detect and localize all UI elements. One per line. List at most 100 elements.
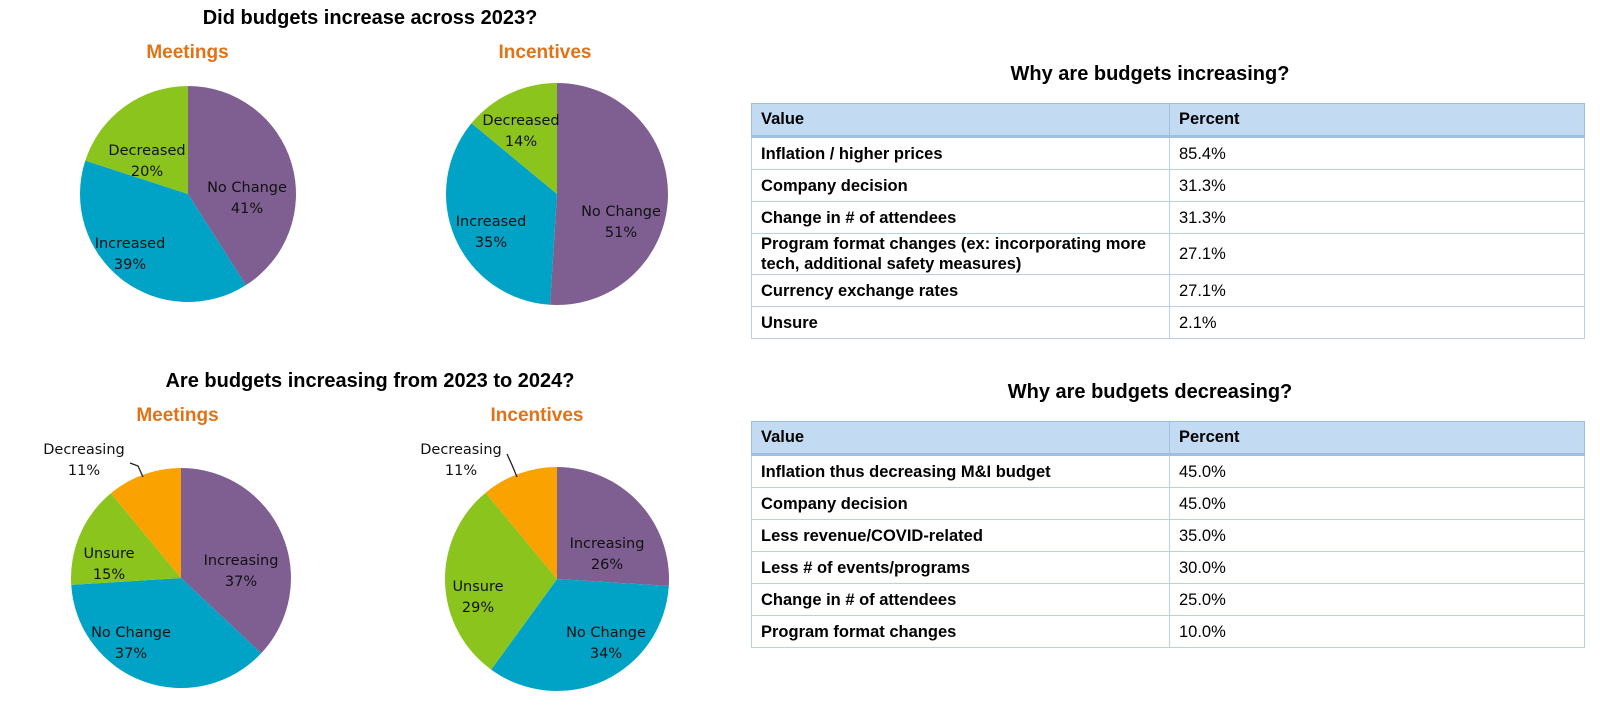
- table-row: Inflation / higher prices 85.4%: [751, 136, 1585, 170]
- pie-slice-no-change: [188, 86, 296, 286]
- table-row: Inflation thus decreasing M&I budget 45.…: [751, 454, 1585, 488]
- slice-label: Increasing: [204, 553, 279, 569]
- slice-label: Decreased: [482, 113, 559, 129]
- column-header-value: Value: [751, 103, 1170, 138]
- slice-label: Unsure: [83, 546, 134, 562]
- cell-value: Unsure: [751, 306, 1170, 339]
- cell-value: Company decision: [751, 487, 1170, 520]
- pie-slice-increasing: [557, 467, 669, 587]
- table-row: Currency exchange rates 27.1%: [751, 274, 1585, 307]
- table-budgets-increasing: Value Percent Inflation / higher prices …: [751, 103, 1585, 339]
- leader-line: [129, 462, 144, 478]
- slice-label: Decreased: [108, 143, 185, 159]
- pie-slice-no-change: [550, 82, 669, 306]
- cell-percent: 31.3%: [1169, 169, 1585, 202]
- slice-value-label: 34%: [590, 646, 622, 662]
- cell-percent: 45.0%: [1169, 454, 1585, 488]
- cell-value: Program format changes (ex: incorporatin…: [751, 233, 1170, 275]
- column-header-percent: Percent: [1169, 421, 1585, 456]
- slice-value-label: 15%: [93, 567, 125, 583]
- table-header-row: Value Percent: [751, 103, 1585, 138]
- cell-value: Change in # of attendees: [751, 201, 1170, 234]
- slice-value-label: 11%: [68, 463, 100, 479]
- pie-slice-increased: [80, 160, 246, 302]
- cell-percent: 85.4%: [1169, 136, 1585, 170]
- table-header-row: Value Percent: [751, 421, 1585, 456]
- section-title-2024: Are budgets increasing from 2023 to 2024…: [165, 370, 575, 392]
- pie-slice-unsure: [444, 492, 557, 670]
- pie-slice-no-change: [71, 578, 262, 688]
- pie-slice-decreasing: [485, 467, 557, 579]
- table-row: Program format changes (ex: incorporatin…: [751, 233, 1585, 275]
- cell-value: Inflation / higher prices: [751, 136, 1170, 170]
- table-row: Company decision 31.3%: [751, 169, 1585, 202]
- table-title-increasing: Why are budgets increasing?: [1010, 63, 1290, 85]
- pie-chart-meetings-2023: No Change 41% Increased 39% Decreased 20%: [80, 86, 296, 302]
- pie-title-incentives-2023: Incentives: [498, 42, 592, 63]
- slice-value-label: 39%: [114, 257, 146, 273]
- slice-label: Increased: [95, 236, 166, 252]
- slice-label: No Change: [207, 180, 287, 196]
- column-header-percent: Percent: [1169, 103, 1585, 138]
- column-header-value: Value: [751, 421, 1170, 456]
- cell-value: Change in # of attendees: [751, 583, 1170, 616]
- cell-value: Currency exchange rates: [751, 274, 1170, 307]
- pie-slice-increased: [445, 123, 557, 305]
- slice-value-label: 51%: [605, 225, 637, 241]
- slice-value-label: 14%: [505, 134, 537, 150]
- table-row: Unsure 2.1%: [751, 306, 1585, 339]
- slice-label: No Change: [566, 625, 646, 641]
- table-row: Less # of events/programs 30.0%: [751, 551, 1585, 584]
- pie-slice-decreased: [85, 86, 188, 194]
- slice-value-label: 26%: [591, 557, 623, 573]
- table-row: Change in # of attendees 31.3%: [751, 201, 1585, 234]
- slice-value-label: 35%: [475, 235, 507, 251]
- pie-chart-incentives-2023: No Change 51% Increased 35% Decreased 14%: [445, 82, 669, 306]
- slice-value-label: 41%: [231, 201, 263, 217]
- pie-slice-decreasing: [110, 468, 181, 578]
- cell-value: Inflation thus decreasing M&I budget: [751, 454, 1170, 488]
- cell-percent: 27.1%: [1169, 274, 1585, 307]
- pie-title-incentives-2024: Incentives: [490, 405, 584, 426]
- cell-percent: 2.1%: [1169, 306, 1585, 339]
- pie-slice-decreased: [471, 83, 557, 194]
- slice-value-label: 37%: [225, 574, 257, 590]
- cell-percent: 27.1%: [1169, 233, 1585, 275]
- table-row: Change in # of attendees 25.0%: [751, 583, 1585, 616]
- pie-title-meetings-2024: Meetings: [136, 405, 219, 426]
- cell-percent: 10.0%: [1169, 615, 1585, 648]
- slice-value-label: 37%: [115, 646, 147, 662]
- slice-label: Unsure: [452, 579, 503, 595]
- leader-line: [506, 453, 518, 478]
- slice-label: Increased: [456, 214, 527, 230]
- section-title-2023: Did budgets increase across 2023?: [202, 7, 538, 29]
- cell-value: Company decision: [751, 169, 1170, 202]
- pie-chart-meetings-2024: Increasing 37% No Change 37% Unsure 15% Decrea…: [43, 442, 291, 688]
- pie-slice-unsure: [70, 493, 181, 585]
- cell-percent: 31.3%: [1169, 201, 1585, 234]
- table-title-decreasing: Why are budgets decreasing?: [1007, 381, 1293, 403]
- slice-label: No Change: [91, 625, 171, 641]
- cell-percent: 25.0%: [1169, 583, 1585, 616]
- pie-slice-increasing: [181, 468, 291, 654]
- pie-chart-incentives-2024: Increasing 26% No Change 34% Unsure 29% Decrea…: [420, 442, 669, 692]
- pie-title-meetings-2023: Meetings: [146, 42, 229, 63]
- cell-percent: 35.0%: [1169, 519, 1585, 552]
- cell-value: Less # of events/programs: [751, 551, 1170, 584]
- pie-slice-no-change: [491, 579, 669, 692]
- cell-value: Less revenue/COVID-related: [751, 519, 1170, 552]
- slice-value-label: 11%: [445, 463, 477, 479]
- cell-percent: 45.0%: [1169, 487, 1585, 520]
- slice-label: Increasing: [570, 536, 645, 552]
- slice-label: Decreasing: [43, 442, 125, 458]
- slice-value-label: 20%: [131, 164, 163, 180]
- table-budgets-decreasing: Value Percent Inflation thus decreasing …: [751, 421, 1585, 648]
- slice-label: Decreasing: [420, 442, 502, 458]
- table-row: Less revenue/COVID-related 35.0%: [751, 519, 1585, 552]
- cell-percent: 30.0%: [1169, 551, 1585, 584]
- slice-label: No Change: [581, 204, 661, 220]
- table-row: Company decision 45.0%: [751, 487, 1585, 520]
- cell-value: Program format changes: [751, 615, 1170, 648]
- slice-value-label: 29%: [462, 600, 494, 616]
- table-row: Program format changes 10.0%: [751, 615, 1585, 648]
